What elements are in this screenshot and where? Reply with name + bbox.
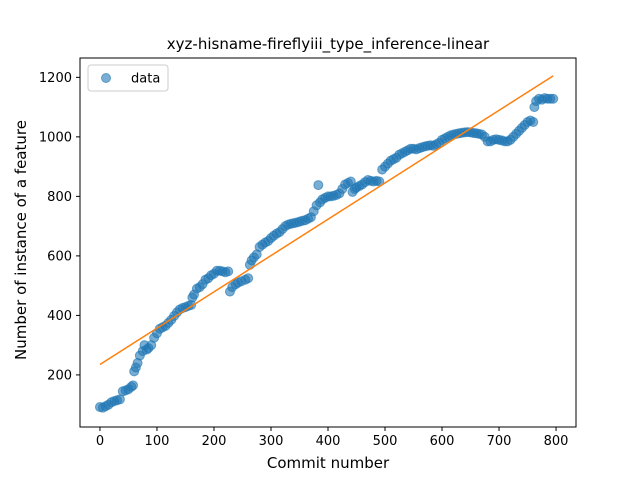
x-tick-label: 600 [430, 434, 455, 449]
y-axis-label: Number of instance of a feature [12, 120, 30, 360]
plot-area [94, 75, 559, 413]
data-point [528, 116, 539, 127]
y-tick-label: 800 [47, 190, 72, 205]
x-tick-label: 100 [145, 434, 170, 449]
y-tick-label: 1000 [39, 130, 72, 145]
data-point [313, 180, 324, 191]
plot-content [94, 75, 559, 413]
x-tick-label: 400 [316, 434, 341, 449]
data-point [243, 273, 254, 284]
x-tick-label: 700 [487, 434, 512, 449]
data-point [223, 266, 234, 277]
y-tick-label: 1200 [39, 71, 72, 86]
x-axis-label: Commit number [267, 454, 390, 472]
x-tick-label: 500 [373, 434, 398, 449]
x-tick-label: 0 [96, 434, 104, 449]
data-point [548, 93, 559, 104]
axes: 0 100 200 300 400 500 600 700 800 200 400 600 800 100… [39, 57, 577, 449]
legend-label: data [131, 72, 160, 87]
legend-marker [101, 73, 111, 83]
chart-title: xyz-hisname-fireflyiii_type_inference-li… [167, 35, 490, 54]
data-point [128, 380, 139, 391]
y-tick-label: 600 [47, 249, 72, 264]
legend: data [87, 64, 169, 92]
x-tick-label: 200 [202, 434, 227, 449]
y-tick-label: 200 [47, 368, 72, 383]
x-tick-label: 300 [259, 434, 284, 449]
fit-line [99, 75, 554, 366]
y-tick-label: 400 [47, 309, 72, 324]
x-tick-label: 800 [544, 434, 569, 449]
legend-box [87, 64, 169, 92]
